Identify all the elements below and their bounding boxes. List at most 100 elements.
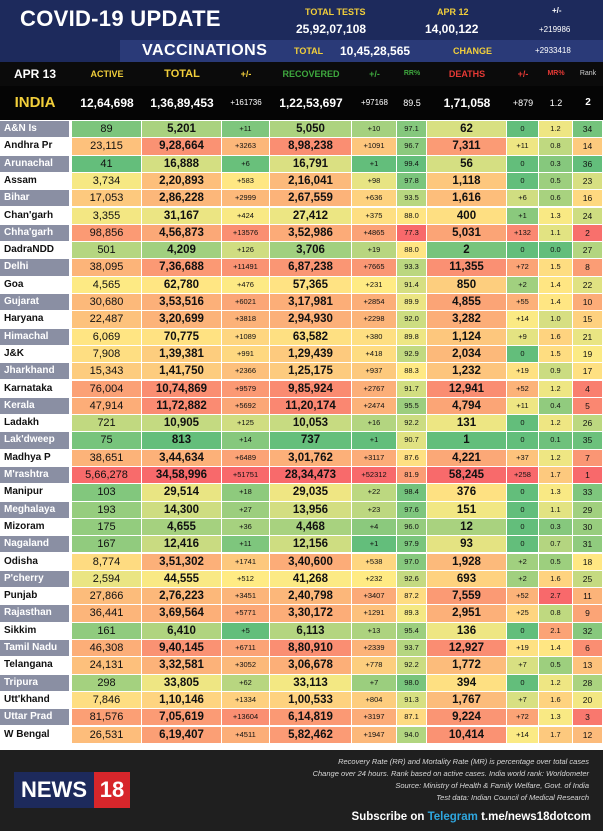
total-tests-value: 25,92,07,108 <box>296 22 367 36</box>
state-mr: 1.2 <box>539 380 572 397</box>
state-active: 161 <box>72 622 141 639</box>
state-recovered: 6,87,238 <box>270 259 351 276</box>
state-name: Meghalaya <box>0 501 69 518</box>
state-death-change: 0 <box>507 155 538 172</box>
telegram-link[interactable]: t.me/news18dotcom <box>477 811 591 823</box>
state-death-change: +19 <box>507 363 538 380</box>
state-recovered: 5,82,462 <box>270 726 351 743</box>
state-total-change: +3263 <box>222 138 269 155</box>
state-rank: 5 <box>573 397 602 415</box>
state-total: 6,19,407 <box>142 726 221 743</box>
state-name: Mizoram <box>0 518 69 536</box>
state-total: 9,28,664 <box>142 138 221 155</box>
state-deaths: 56 <box>427 155 506 172</box>
state-name: Haryana <box>0 311 69 328</box>
state-rank: 30 <box>573 518 602 536</box>
state-recovered: 57,365 <box>270 276 351 293</box>
state-deaths: 93 <box>427 536 506 553</box>
state-row: Odisha 8,774 3,51,302 +1741 3,40,600 +538 97.0… <box>0 553 603 570</box>
col-death-change: +/- <box>517 69 529 79</box>
state-active: 103 <box>72 484 141 501</box>
state-total: 31,167 <box>142 207 221 224</box>
state-row: Manipur 103 29,514 +18 29,035 +22 98.4 376 0 1.3 3… <box>0 484 603 501</box>
state-deaths: 1,232 <box>427 363 506 380</box>
state-active: 23,115 <box>72 138 141 155</box>
col-rr: RR% <box>403 70 421 77</box>
state-row: Rajasthan 36,441 3,69,564 +5771 3,30,172 +129… <box>0 605 603 622</box>
state-row: Tamil Nadu 46,308 9,40,145 +6711 8,80,910 +23… <box>0 640 603 657</box>
state-rr: 97.9 <box>397 536 426 553</box>
state-total: 44,555 <box>142 570 221 588</box>
state-rr: 88.3 <box>397 363 426 380</box>
state-row: Chan'garh 3,355 31,167 +424 27,412 +375 88.0 40… <box>0 207 603 224</box>
state-rank: 12 <box>573 726 602 743</box>
state-rank: 22 <box>573 276 602 293</box>
state-total: 1,39,381 <box>142 345 221 363</box>
state-active: 193 <box>72 501 141 518</box>
state-death-change: +72 <box>507 709 538 726</box>
state-rec-change: +52312 <box>352 467 396 484</box>
state-mr: 1.3 <box>539 207 572 224</box>
state-total-change: +6 <box>222 155 269 172</box>
state-rr: 98.4 <box>397 484 426 501</box>
state-deaths: 5,031 <box>427 224 506 242</box>
state-active: 175 <box>72 518 141 536</box>
state-deaths: 10,414 <box>427 726 506 743</box>
state-active: 721 <box>72 415 141 432</box>
state-rec-change: +375 <box>352 207 396 224</box>
col-rank: Rank <box>579 70 597 77</box>
state-row: Himachal 6,069 70,775 +1089 63,582 +380 89.8 1,… <box>0 328 603 345</box>
state-deaths: 12,941 <box>427 380 506 397</box>
state-name: Goa <box>0 276 69 293</box>
state-rank: 34 <box>573 121 602 138</box>
state-death-change: +2 <box>507 276 538 293</box>
footnote-rates: Recovery Rate (RR) and Mortality Rate (M… <box>338 757 589 766</box>
state-total: 6,410 <box>142 622 221 639</box>
state-active: 17,053 <box>72 190 141 207</box>
state-name: J&K <box>0 345 69 363</box>
subscribe-line: Subscribe on Telegram t.me/news18dotcom <box>352 811 591 823</box>
state-active: 76,004 <box>72 380 141 397</box>
state-death-change: 0 <box>507 484 538 501</box>
state-deaths: 4,221 <box>427 449 506 466</box>
state-rr: 91.7 <box>397 380 426 397</box>
state-recovered: 2,94,930 <box>270 311 351 328</box>
col-deaths: DEATHS <box>448 69 486 79</box>
state-total: 10,74,869 <box>142 380 221 397</box>
state-total: 9,40,145 <box>142 640 221 657</box>
state-rr: 98.0 <box>397 674 426 691</box>
state-name: Andhra Pr <box>0 138 69 155</box>
state-mr: 1.0 <box>539 311 572 328</box>
state-deaths: 12,927 <box>427 640 506 657</box>
state-rank: 1 <box>573 467 602 484</box>
state-row: Kerala 47,914 11,72,882 +5692 11,20,174 +2474… <box>0 397 603 415</box>
state-rank: 4 <box>573 380 602 397</box>
state-rank: 31 <box>573 536 602 553</box>
state-rank: 23 <box>573 172 602 190</box>
state-active: 167 <box>72 536 141 553</box>
state-row: Arunachal 41 16,888 +6 16,791 +1 99.4 56 0 0.3 36 <box>0 155 603 172</box>
state-rr: 93.3 <box>397 259 426 276</box>
state-total-change: +51751 <box>222 467 269 484</box>
state-death-change: 0 <box>507 121 538 138</box>
state-row: Haryana 22,487 3,20,699 +3818 2,94,930 +2298 9… <box>0 311 603 328</box>
state-total: 3,51,302 <box>142 553 221 570</box>
vacc-change-label: CHANGE <box>453 46 493 56</box>
state-name: Jharkhand <box>0 363 69 380</box>
state-recovered: 2,67,559 <box>270 190 351 207</box>
state-death-change: +1 <box>507 207 538 224</box>
state-deaths: 11,355 <box>427 259 506 276</box>
state-death-change: +14 <box>507 726 538 743</box>
state-death-change: 0 <box>507 501 538 518</box>
state-total-change: +11 <box>222 121 269 138</box>
state-death-change: 0 <box>507 674 538 691</box>
state-rec-change: +2339 <box>352 640 396 657</box>
state-deaths: 9,224 <box>427 709 506 726</box>
state-rank: 26 <box>573 415 602 432</box>
state-rr: 97.6 <box>397 501 426 518</box>
state-mr: 1.5 <box>539 259 572 276</box>
state-name: Odisha <box>0 553 69 570</box>
state-mr: 1.4 <box>539 640 572 657</box>
india-name: INDIA <box>14 94 56 111</box>
state-recovered: 6,113 <box>270 622 351 639</box>
